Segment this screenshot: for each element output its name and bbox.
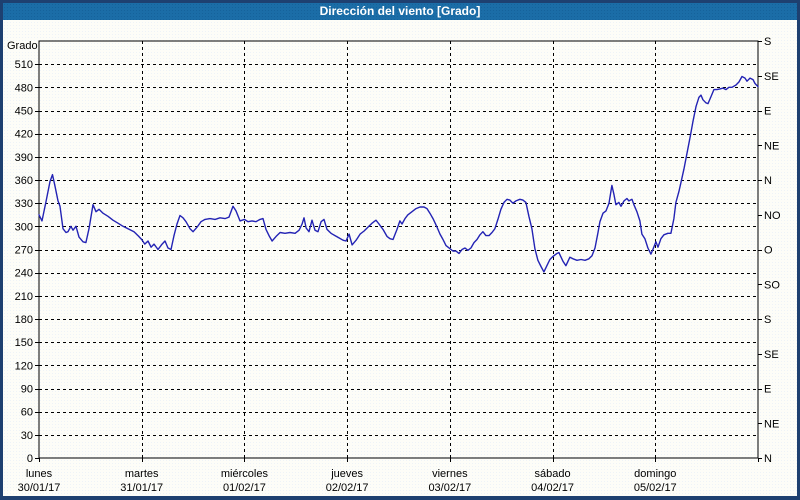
compass-label: E [764, 384, 771, 396]
day-date-label: 01/02/17 [223, 482, 266, 494]
y-axis-tick-label: 120 [15, 360, 33, 372]
compass-label: NE [764, 418, 779, 430]
compass-label: SO [764, 279, 780, 291]
y-axis-tick-label: 180 [15, 314, 33, 326]
day-date-label: 04/02/17 [531, 482, 574, 494]
compass-label: SE [764, 349, 779, 361]
compass-label: NE [764, 140, 779, 152]
day-name-label: martes [125, 468, 159, 480]
y-axis-tick-label: 240 [15, 268, 33, 280]
compass-label: NO [764, 210, 781, 222]
compass-label: O [764, 245, 773, 257]
day-name-label: jueves [330, 468, 363, 480]
compass-label: N [764, 175, 772, 187]
day-date-label: 05/02/17 [634, 482, 677, 494]
wind-direction-line [38, 75, 759, 273]
compass-label: N [764, 453, 772, 465]
day-name-label: viernes [432, 468, 468, 480]
day-name-label: sábado [535, 468, 571, 480]
compass-label: S [764, 314, 771, 326]
y-axis-tick-label: 450 [15, 106, 33, 118]
y-axis-tick-label: 30 [21, 430, 33, 442]
compass-label: SE [764, 71, 779, 83]
y-axis-tick-label: 510 [15, 59, 33, 71]
y-axis-tick-label: 270 [15, 245, 33, 257]
day-date-label: 30/01/17 [18, 482, 61, 494]
y-axis-tick-label: 150 [15, 337, 33, 349]
plot-area [38, 40, 759, 459]
day-name-label: domingo [634, 468, 676, 480]
day-date-label: 02/02/17 [326, 482, 369, 494]
y-axis-tick-label: 60 [21, 407, 33, 419]
title-bar [3, 3, 797, 20]
chart-title: Dirección del viento [Grado] [320, 4, 481, 18]
y-axis-tick-label: 420 [15, 129, 33, 141]
y-axis-unit-label: Grado [7, 40, 38, 52]
day-name-label: miércoles [221, 468, 269, 480]
day-date-label: 03/02/17 [428, 482, 471, 494]
day-name-label: lunes [26, 468, 53, 480]
compass-label: S [764, 36, 771, 48]
compass-label: E [764, 106, 771, 118]
y-axis-tick-label: 0 [27, 453, 33, 465]
y-axis-tick-label: 210 [15, 291, 33, 303]
day-date-label: 31/01/17 [120, 482, 163, 494]
axis-labels: 0 30 60 90 120 150 180 210 240 270 300 330 360 390 420… [15, 36, 781, 494]
content-background [3, 3, 797, 496]
data-series [38, 75, 759, 273]
y-axis-tick-label: 480 [15, 82, 33, 94]
y-axis-tick-label: 90 [21, 384, 33, 396]
y-axis-tick-label: 390 [15, 152, 33, 164]
y-axis-tick-label: 300 [15, 221, 33, 233]
y-axis-tick-label: 330 [15, 198, 33, 210]
axis-ticks [35, 41, 762, 462]
y-axis-tick-label: 360 [15, 175, 33, 187]
